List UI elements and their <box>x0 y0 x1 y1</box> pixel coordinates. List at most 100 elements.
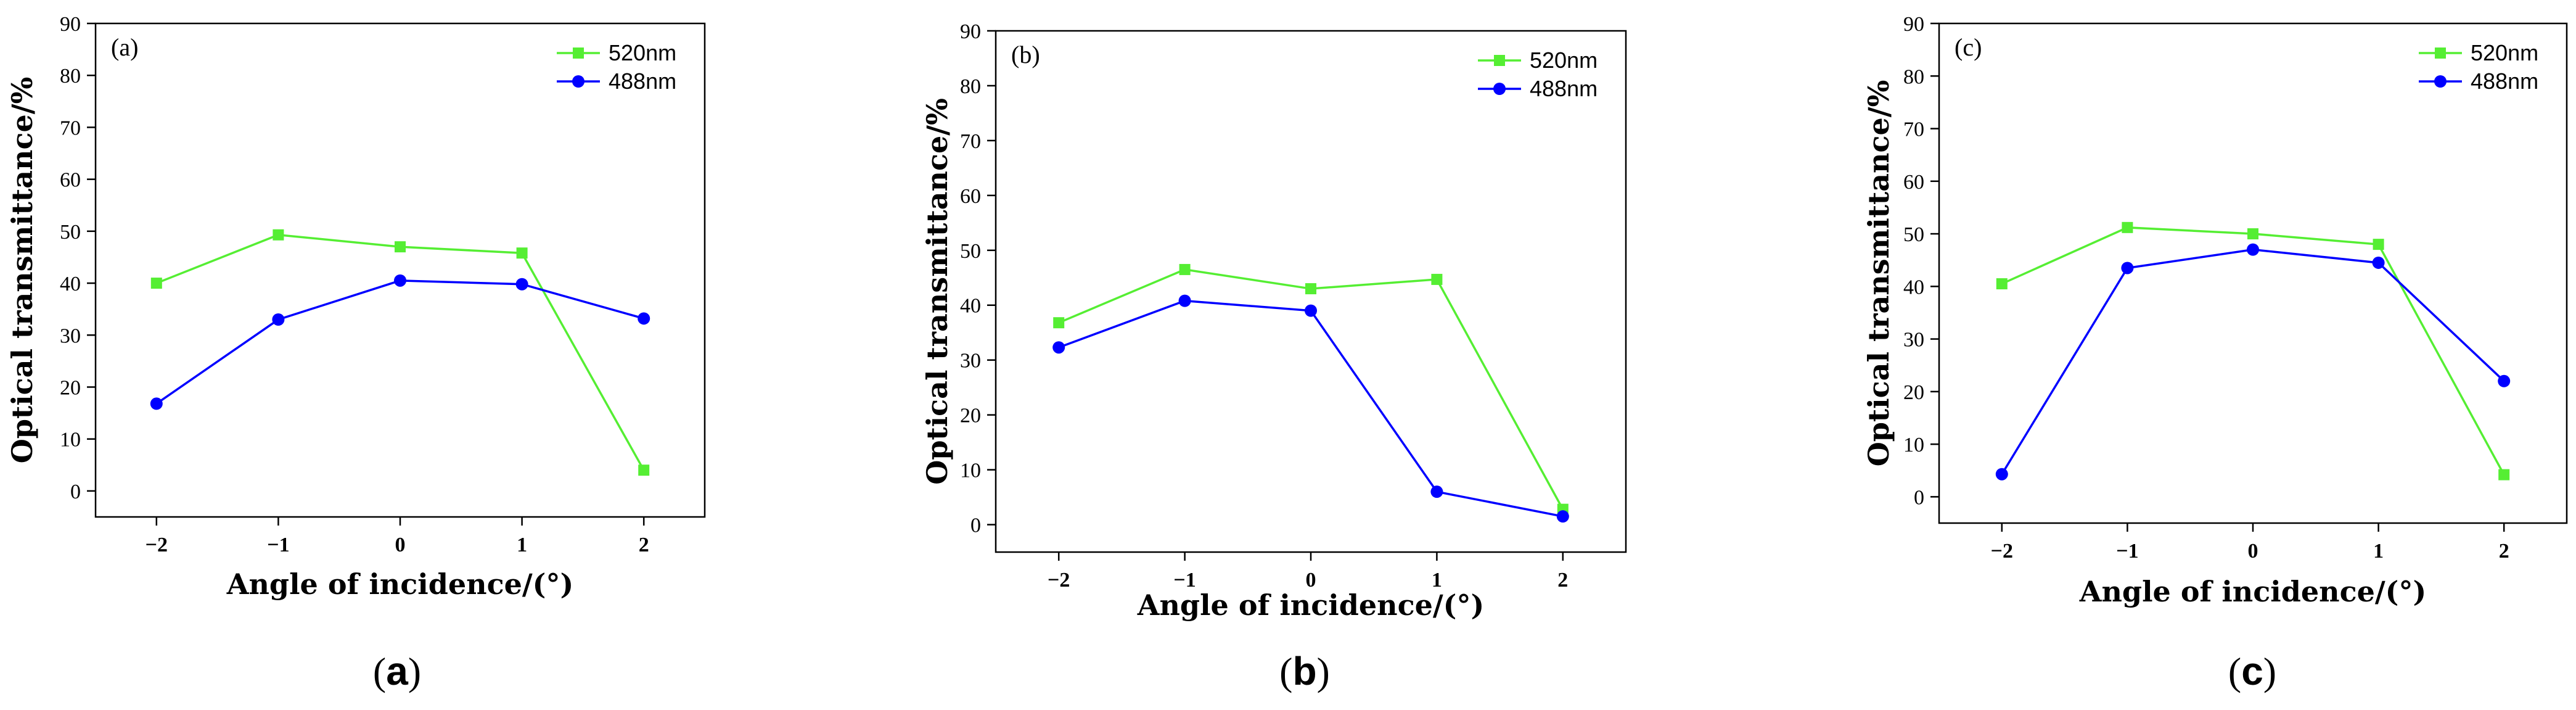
x-tick-label: −1 <box>1173 569 1196 592</box>
data-point-488nm <box>1995 468 2008 481</box>
plot-frame <box>1938 22 2568 524</box>
x-tick-label: 1 <box>517 534 527 556</box>
data-point-488nm <box>638 312 650 325</box>
chart-panel-a: 0 10 20 30 40 50 60 70 80 90 −2 −1 0 1 2 Optical transm… <box>6 13 706 693</box>
legend-marker-520nm <box>2435 47 2446 59</box>
data-point-520nm <box>1996 278 2008 290</box>
y-tick-label: 0 <box>70 481 81 503</box>
y-tick-label: 0 <box>970 514 981 537</box>
data-point-488nm <box>1305 304 1317 317</box>
y-tick-label: 80 <box>960 75 981 98</box>
data-point-520nm <box>1305 283 1316 295</box>
y-tick-label: 80 <box>60 65 81 88</box>
data-point-520nm <box>273 229 284 241</box>
data-point-520nm <box>1179 263 1191 275</box>
data-point-488nm <box>2372 256 2385 269</box>
x-tick-label: −1 <box>267 534 289 556</box>
legend-label-488nm: 488nm <box>2471 68 2538 94</box>
y-tick-label: 40 <box>60 273 81 295</box>
y-tick-label: 90 <box>960 20 981 43</box>
panel-tag: (c) <box>1955 33 1982 61</box>
y-tick-label: 30 <box>1903 329 1924 352</box>
data-point-520nm <box>516 247 528 259</box>
data-point-488nm <box>1178 294 1191 307</box>
y-tick-label: 50 <box>60 221 81 244</box>
data-point-520nm <box>2247 228 2258 240</box>
legend-label-520nm: 520nm <box>609 40 676 65</box>
y-tick-label: 70 <box>60 117 81 139</box>
data-point-520nm <box>2373 239 2384 250</box>
chart-panel-c: 0 10 20 30 40 50 60 70 80 90 −2 −1 0 1 2 Optical transm… <box>1862 13 2568 693</box>
series-line-488nm <box>155 279 644 405</box>
y-tick-label: 50 <box>1903 223 1924 246</box>
data-point-488nm <box>272 313 285 326</box>
x-tick-label: −1 <box>2116 540 2138 563</box>
x-tick-label: 2 <box>2499 540 2509 563</box>
y-tick-label: 40 <box>960 295 981 318</box>
legend-label-488nm: 488nm <box>1530 76 1598 101</box>
x-tick-label: 2 <box>1557 569 1568 592</box>
y-tick-label: 20 <box>960 405 981 427</box>
legend-marker-488nm <box>2434 75 2447 88</box>
data-point-520nm <box>1053 317 1065 329</box>
y-tick-label: 10 <box>60 429 81 452</box>
x-axis-label: Angle of incidence/(°) <box>2079 575 2426 608</box>
y-tick-label: 60 <box>1903 171 1924 194</box>
y-axis-label: Optical transmittance/% <box>921 98 954 485</box>
x-tick-label: 0 <box>395 534 406 556</box>
y-tick-label: 40 <box>1903 276 1924 299</box>
y-tick-label: 70 <box>960 130 981 153</box>
data-point-488nm <box>515 278 528 291</box>
data-point-488nm <box>2121 262 2134 275</box>
data-point-488nm <box>2247 243 2259 256</box>
y-tick-label: 50 <box>960 240 981 263</box>
x-tick-label: 0 <box>2248 540 2258 563</box>
x-axis-label: Angle of incidence/(°) <box>1137 588 1484 622</box>
x-axis-label: Angle of incidence/(°) <box>226 568 573 601</box>
y-tick-label: 30 <box>960 350 981 373</box>
y-tick-label: 70 <box>1903 118 1924 141</box>
legend-marker-520nm <box>1494 55 1505 66</box>
legend-label-520nm: 520nm <box>1530 47 1598 73</box>
data-point-488nm <box>1556 510 1569 523</box>
data-point-520nm <box>150 278 162 289</box>
chart-panel-b: 0 10 20 30 40 50 60 70 80 90 −2 −1 0 1 2 Optical transm… <box>921 20 1627 693</box>
data-point-488nm <box>1430 485 1443 498</box>
x-tick-label: 0 <box>1306 569 1316 592</box>
panel-tag: (b) <box>1011 41 1040 68</box>
panel-tag: (a) <box>111 33 138 61</box>
data-point-488nm <box>2498 374 2511 387</box>
legend-label-488nm: 488nm <box>609 68 676 94</box>
x-tick-label: 1 <box>1432 569 1442 592</box>
x-tick-label: −2 <box>146 534 168 556</box>
data-point-520nm <box>638 464 650 476</box>
data-point-520nm <box>395 241 406 253</box>
x-tick-label: −2 <box>1048 569 1070 592</box>
y-axis-label: Optical transmittance/% <box>1862 80 1895 467</box>
panel-caption: (c) <box>2228 649 2276 693</box>
y-tick-label: 60 <box>960 185 981 208</box>
legend-marker-488nm <box>1493 83 1506 95</box>
x-tick-label: 2 <box>639 534 649 556</box>
y-tick-label: 30 <box>60 324 81 347</box>
data-point-488nm <box>394 274 406 287</box>
y-tick-label: 10 <box>1903 434 1924 456</box>
data-point-488nm <box>1052 341 1065 354</box>
data-point-520nm <box>2498 469 2510 481</box>
data-point-488nm <box>150 397 163 410</box>
data-point-520nm <box>2122 221 2133 233</box>
y-tick-label: 20 <box>60 376 81 399</box>
y-tick-label: 90 <box>1903 13 1924 36</box>
legend-marker-488nm <box>572 75 585 88</box>
y-axis-label: Optical transmittance/% <box>6 77 39 464</box>
series-line-488nm <box>1058 299 1564 518</box>
legend-label-520nm: 520nm <box>2471 40 2538 65</box>
legend-marker-520nm <box>573 47 584 59</box>
panel-caption: (a) <box>373 649 421 693</box>
y-tick-label: 0 <box>1914 486 1924 509</box>
y-tick-label: 80 <box>1903 65 1924 88</box>
data-point-520nm <box>1431 273 1443 285</box>
y-tick-label: 10 <box>960 460 981 482</box>
y-tick-label: 60 <box>60 169 81 192</box>
